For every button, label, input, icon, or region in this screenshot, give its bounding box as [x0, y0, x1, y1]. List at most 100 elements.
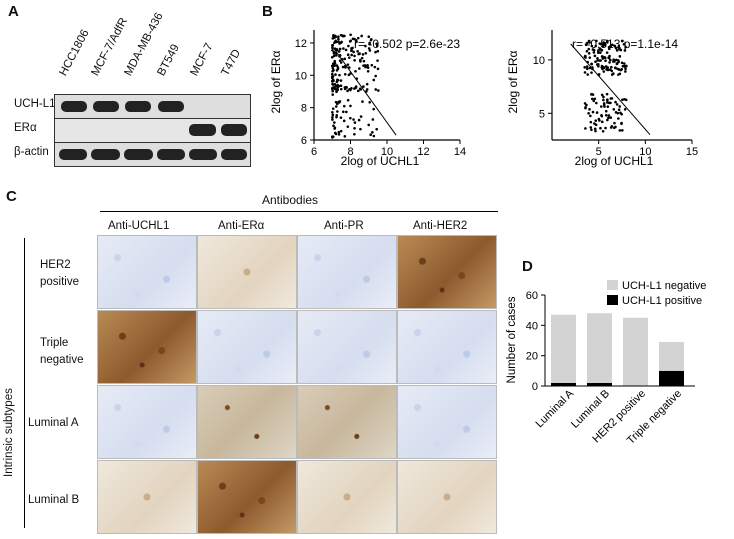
scatter-point	[333, 47, 337, 50]
scatter-point	[622, 42, 626, 46]
scatter-point	[599, 59, 602, 62]
scatter-point	[365, 82, 369, 86]
y-axis-label: Number of cases	[506, 296, 518, 383]
scatter-point	[334, 51, 338, 55]
scatter-point	[330, 76, 334, 80]
scatter-point	[617, 108, 621, 112]
panel-letter-d: D	[522, 258, 533, 275]
scatter-point	[603, 55, 606, 59]
scatter-point	[624, 70, 627, 73]
scatter-point	[615, 58, 618, 62]
y-tick-label: 0	[532, 381, 538, 393]
scatter-point	[331, 46, 334, 50]
scatter-point	[333, 127, 336, 130]
y-axis-label: 2log of ERα	[269, 50, 283, 113]
scatter-point	[607, 114, 611, 117]
scatter-point	[614, 66, 617, 70]
ihc-image	[97, 385, 197, 459]
scatter-point	[331, 136, 334, 139]
scatter-point	[590, 128, 593, 132]
scatter-point	[594, 60, 597, 63]
scatter-point	[623, 64, 627, 68]
scatter-point	[376, 59, 379, 62]
scatter-point	[587, 39, 591, 43]
scatter-point	[618, 55, 622, 58]
scatter-point	[341, 65, 345, 69]
panel-letter-a: A	[8, 3, 19, 20]
scatter-point	[595, 111, 599, 114]
scatter-point	[599, 126, 602, 130]
ihc-image	[297, 235, 397, 309]
scatter-point	[332, 54, 336, 58]
bar-segment	[587, 313, 612, 383]
scatter-point	[336, 110, 339, 113]
scatter-point	[612, 108, 616, 111]
scatter-point	[365, 88, 369, 91]
ihc-col-header: Anti-UCHL1	[108, 220, 170, 232]
scatter-point	[600, 114, 603, 117]
scatter-point	[620, 68, 624, 71]
scatter-point	[334, 132, 338, 136]
scatter-point	[594, 44, 598, 48]
scatter-point	[339, 116, 343, 119]
scatter-point	[596, 51, 600, 55]
scatter-point	[617, 117, 620, 120]
scatter-point	[358, 67, 361, 70]
scatter-point	[338, 47, 342, 51]
x-tick-label: 14	[454, 146, 466, 158]
bar-segment	[659, 370, 684, 386]
scatter-point	[585, 49, 589, 53]
scatter-point	[621, 129, 624, 132]
scatter-point	[602, 95, 605, 99]
bar-series	[551, 313, 684, 386]
scatter-point	[347, 44, 350, 48]
scatter-point	[594, 119, 598, 122]
scatter-point	[331, 80, 334, 83]
scatter-point	[360, 34, 363, 38]
blot-row-label-uchl1: UCH-L1	[14, 98, 56, 110]
scatter-point	[585, 103, 588, 107]
scatter-point	[359, 115, 363, 118]
trend-line	[331, 45, 397, 136]
scatter-point	[605, 101, 609, 104]
scatter-point	[331, 116, 334, 119]
scatter-point	[589, 114, 592, 118]
scatter-point	[593, 54, 597, 58]
scatter-point	[591, 66, 594, 69]
scatter-point	[616, 111, 620, 115]
lane-label: BT549	[155, 42, 182, 78]
bar-segment	[659, 342, 684, 371]
scatter-point	[376, 49, 380, 53]
scatter-point	[342, 47, 345, 50]
scatter-point	[588, 66, 592, 70]
scatter-point	[602, 70, 606, 73]
scatter-point	[372, 78, 376, 82]
scatter-point	[609, 101, 612, 105]
x-tick-label: 15	[686, 146, 698, 158]
scatter-point	[590, 44, 594, 48]
scatter-point	[341, 110, 345, 114]
scatter-point	[335, 115, 338, 119]
scatter-point	[611, 43, 614, 47]
scatter-point	[331, 118, 334, 121]
scatter-point	[612, 126, 616, 130]
ihc-image	[297, 310, 397, 384]
scatter-point	[617, 59, 620, 62]
x-tick-label: 8	[347, 146, 353, 158]
scatter-point	[353, 126, 356, 130]
scatter-point	[608, 54, 611, 58]
scatter-point	[606, 105, 610, 109]
scatter-point	[612, 72, 615, 75]
scatter-point	[584, 106, 587, 110]
scatter-point	[599, 42, 603, 46]
scatter-point	[601, 129, 605, 133]
x-axis-label: 2log of UCHL1	[341, 154, 420, 168]
scatter-point	[618, 129, 622, 132]
scatter-point	[356, 36, 360, 40]
scatter-point	[591, 110, 595, 114]
scatter-point	[610, 65, 613, 69]
scatter-point	[597, 64, 600, 68]
scatter-plot-2: r= -0.513 p=1.1e-14 2log of UCHL1 2log o…	[506, 30, 698, 168]
scatter-point	[600, 120, 604, 124]
scatter-point	[372, 134, 376, 138]
